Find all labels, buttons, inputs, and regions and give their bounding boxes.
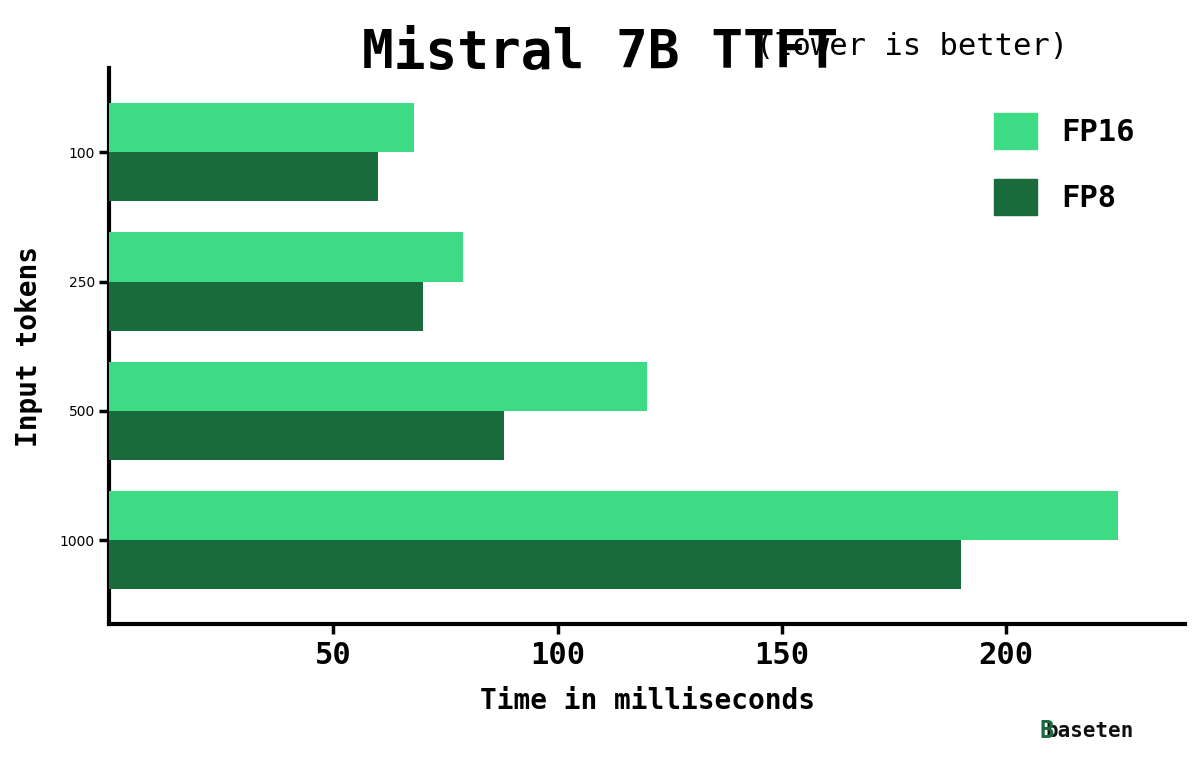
Legend: FP16, FP8: FP16, FP8 — [970, 89, 1159, 239]
Bar — [109, 152, 378, 201]
Text: Mistral 7B TTFT: Mistral 7B TTFT — [362, 27, 838, 78]
Y-axis label: Input tokens: Input tokens — [16, 245, 43, 447]
Text: (lower is better): (lower is better) — [720, 32, 1068, 61]
Text: B: B — [1039, 719, 1054, 743]
Bar — [109, 491, 1117, 540]
Bar — [109, 281, 424, 331]
Bar — [109, 411, 504, 460]
Bar — [109, 362, 647, 411]
Bar — [109, 540, 961, 589]
Bar — [109, 233, 463, 281]
X-axis label: Time in milliseconds: Time in milliseconds — [480, 686, 815, 714]
Bar — [109, 103, 414, 152]
Text: baseten: baseten — [1045, 721, 1134, 741]
